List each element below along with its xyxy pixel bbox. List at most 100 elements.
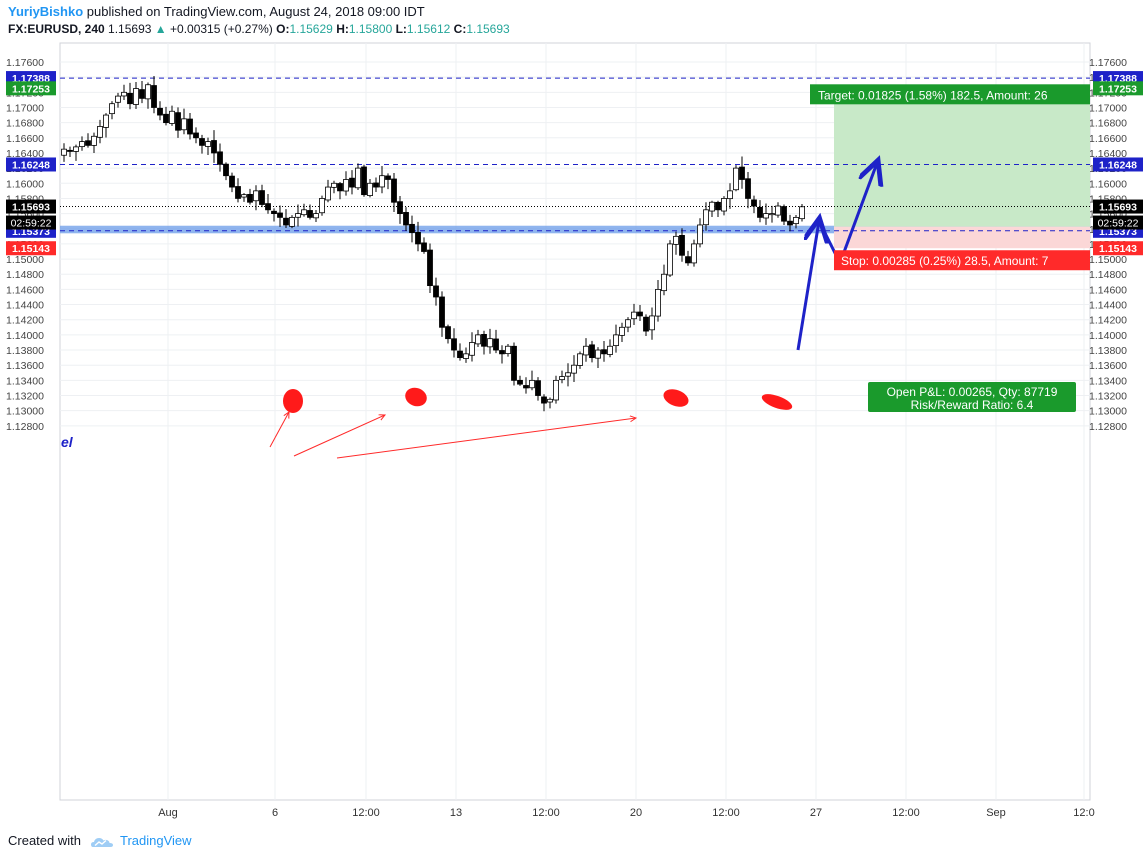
touch-marker (663, 389, 689, 407)
candle-body (511, 345, 517, 381)
y-tick-left: 1.14000 (6, 330, 44, 342)
y-tick-left: 1.17000 (6, 102, 44, 114)
candle-body (67, 149, 73, 152)
x-tick-label: Aug (158, 807, 178, 819)
candle-body (277, 212, 283, 218)
candle-body (109, 103, 115, 115)
candle-body (799, 206, 805, 220)
candle-body (259, 190, 265, 205)
tradingview-link[interactable]: TradingView (120, 833, 192, 848)
y-tick-left: 1.14600 (6, 284, 44, 296)
author-link[interactable]: YuriyBishko (8, 4, 84, 19)
candle-body (571, 364, 577, 374)
pnl-badge (868, 382, 1076, 412)
candle-body (541, 396, 547, 404)
candle-body (505, 345, 511, 355)
candle-body (601, 349, 607, 355)
x-tick-label: 27 (810, 807, 822, 819)
level-badge-right-text: 1.17253 (1099, 83, 1137, 95)
candle-body (769, 213, 775, 216)
y-tick-right: 1.16000 (1089, 178, 1127, 190)
candle-body (397, 201, 403, 215)
target-badge-text: Target: 0.01825 (1.58%) 182.5, Amount: 2… (818, 88, 1048, 102)
candle-body (301, 209, 307, 216)
level-badge-right-bg (1093, 81, 1143, 96)
y-tick-right: 1.13200 (1089, 391, 1127, 403)
countdown-bg-right (1093, 215, 1143, 230)
candle-body (163, 113, 169, 124)
stop-badge (834, 250, 1090, 271)
y-tick-right: 1.17600 (1089, 57, 1127, 69)
candle-body (523, 385, 529, 389)
candle-body (85, 140, 91, 146)
y-tick-right: 1.14200 (1089, 315, 1127, 327)
candle-body (421, 242, 427, 252)
candle-body (553, 379, 559, 401)
candle-body (295, 213, 301, 218)
y-tick-left: 1.16000 (6, 178, 44, 190)
candle-body (745, 178, 751, 199)
candle-body (325, 186, 331, 201)
candle-body (91, 135, 97, 146)
candle-body (697, 224, 703, 245)
price-badge-left-text: 1.15693 (12, 202, 50, 214)
y-tick-right: 1.15000 (1089, 254, 1127, 266)
candle-body (565, 372, 571, 377)
price-badge-left-bg (6, 199, 56, 214)
candle-body (673, 235, 679, 245)
candle-body (595, 349, 601, 359)
y-tick-right: 1.16600 (1089, 133, 1127, 145)
candle-body (217, 151, 223, 165)
y-tick-left: 1.12800 (6, 421, 44, 433)
price-change: +0.00315 (+0.27%) (170, 22, 273, 36)
y-tick-right: 1.13000 (1089, 406, 1127, 418)
y-tick-right: 1.14600 (1089, 284, 1127, 296)
red-arrow (336, 418, 636, 459)
touch-marker (405, 387, 427, 407)
y-tick-left: 1.13600 (6, 360, 44, 372)
candle-body (433, 285, 439, 298)
candle-body (289, 216, 295, 227)
candle-body (145, 84, 151, 100)
candle-body (73, 146, 79, 152)
candle-body (337, 183, 343, 192)
red-arrow (293, 415, 385, 457)
candle-body (307, 210, 313, 218)
y-tick-left: 1.13200 (6, 391, 44, 403)
level-badge-right-bg (1093, 157, 1143, 172)
y-tick-left: 1.14200 (6, 315, 44, 327)
level-badge-left-bg (6, 81, 56, 96)
level-badge-left-text: 1.17253 (12, 83, 50, 95)
countdown-bg-left (6, 215, 56, 230)
target-zone (834, 88, 1090, 227)
candle-body (409, 223, 415, 233)
red-arrow (269, 412, 289, 448)
rr-text: Risk/Reward Ratio: 6.4 (911, 398, 1034, 412)
x-tick-label: 12:00 (352, 807, 380, 819)
candle-body (613, 334, 619, 347)
candle-body (151, 85, 157, 108)
candle-body (487, 338, 493, 348)
candle-body (535, 380, 541, 396)
candle-body (61, 148, 67, 156)
y-tick-right: 1.17000 (1089, 102, 1127, 114)
level-badge-left-text: 1.15143 (12, 243, 50, 255)
candle-body (253, 190, 259, 202)
candle-body (271, 210, 277, 214)
y-tick-right: 1.13600 (1089, 360, 1127, 372)
candle-body (229, 175, 235, 188)
candle-body (439, 296, 445, 328)
tradingview-cloud-icon (90, 837, 113, 847)
x-tick-label: 12:00 (712, 807, 740, 819)
candle-body (619, 326, 625, 336)
candle-body (655, 288, 661, 317)
candle-body (139, 89, 145, 99)
candle-body (115, 95, 121, 103)
candle-body (391, 178, 397, 203)
candle-body (283, 217, 289, 226)
candle-body (709, 201, 715, 212)
candle-body (499, 350, 505, 355)
stop-badge-text: Stop: 0.00285 (0.25%) 28.5, Amount: 7 (841, 254, 1049, 268)
candle-body (205, 141, 211, 147)
